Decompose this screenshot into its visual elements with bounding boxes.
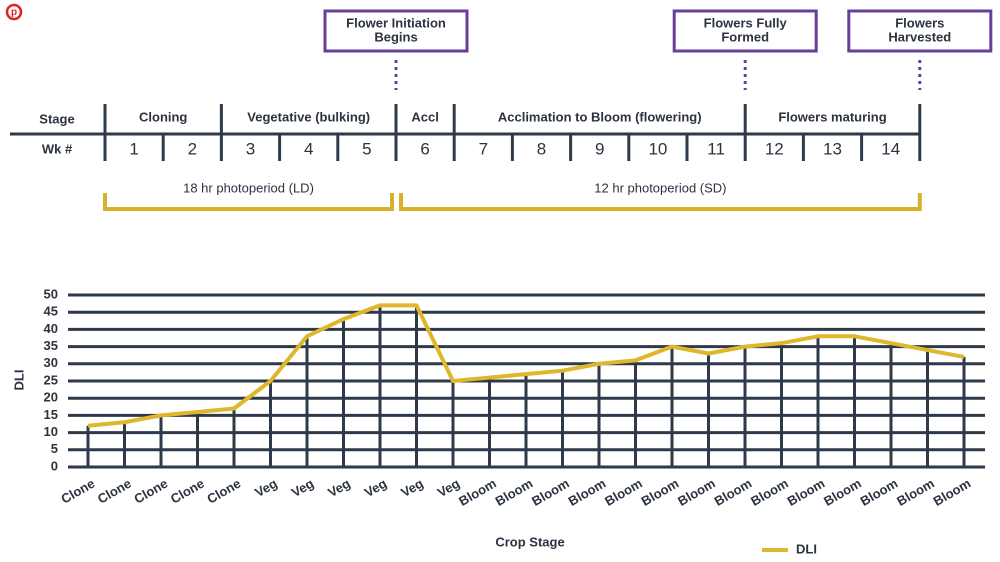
week-number: 7 bbox=[479, 139, 488, 158]
x-tick-label: Clone bbox=[168, 476, 207, 507]
y-tick-label: 25 bbox=[44, 372, 58, 387]
week-number: 6 bbox=[420, 139, 429, 158]
week-number: 2 bbox=[188, 139, 197, 158]
x-tick-label: Veg bbox=[362, 476, 390, 501]
x-tick-label: Bloom bbox=[529, 476, 572, 509]
x-tick-label: Bloom bbox=[785, 476, 828, 509]
milestone-box bbox=[672, 9, 818, 53]
stage-name: Vegetative (bulking) bbox=[247, 109, 370, 124]
x-tick-label: Bloom bbox=[493, 476, 536, 509]
milestone-label: Flowers Fully bbox=[704, 15, 788, 30]
milestone-box bbox=[323, 9, 469, 53]
milestone-box bbox=[847, 9, 993, 53]
x-tick-label: Veg bbox=[252, 476, 280, 501]
x-tick-label: Bloom bbox=[639, 476, 682, 509]
week-number: 14 bbox=[881, 139, 900, 158]
svg-text:p: p bbox=[11, 7, 17, 18]
milestone-label: Formed bbox=[721, 29, 769, 44]
stage-label: Stage bbox=[39, 111, 74, 126]
photoperiod-bracket bbox=[103, 193, 394, 211]
week-number: 3 bbox=[246, 139, 255, 158]
x-tick-label: Bloom bbox=[712, 476, 755, 509]
y-tick-label: 45 bbox=[44, 304, 58, 319]
stage-name: Accl bbox=[411, 109, 438, 124]
milestone-label: Flowers bbox=[895, 15, 944, 30]
stage-name: Cloning bbox=[139, 109, 187, 124]
stage-name: Acclimation to Bloom (flowering) bbox=[498, 109, 702, 124]
x-tick-label: Clone bbox=[95, 476, 134, 507]
y-tick-label: 15 bbox=[44, 407, 58, 422]
week-number: 10 bbox=[648, 139, 667, 158]
week-number: 11 bbox=[707, 139, 725, 158]
week-label: Wk # bbox=[42, 141, 73, 156]
milestone-label: Begins bbox=[374, 29, 417, 44]
milestone-label: Flower Initiation bbox=[346, 15, 446, 30]
x-tick-label: Bloom bbox=[931, 476, 974, 509]
photoperiod-bracket bbox=[399, 193, 922, 211]
x-axis-title: Crop Stage bbox=[495, 534, 564, 549]
x-tick-label: Bloom bbox=[894, 476, 937, 509]
x-tick-label: Veg bbox=[325, 476, 353, 501]
x-tick-label: Bloom bbox=[456, 476, 499, 509]
x-tick-label: Veg bbox=[289, 476, 317, 501]
y-tick-label: 50 bbox=[44, 286, 58, 301]
photoperiod-label: 18 hr photoperiod (LD) bbox=[183, 180, 314, 195]
photoperiod-label: 12 hr photoperiod (SD) bbox=[594, 180, 726, 195]
x-tick-label: Veg bbox=[398, 476, 426, 501]
week-number: 1 bbox=[129, 139, 138, 158]
x-tick-label: Clone bbox=[58, 476, 97, 507]
x-tick-label: Bloom bbox=[566, 476, 609, 509]
week-number: 5 bbox=[362, 139, 371, 158]
y-tick-label: 0 bbox=[51, 458, 58, 473]
pin-icon: p bbox=[5, 3, 23, 21]
milestone-label: Harvested bbox=[888, 29, 951, 44]
y-tick-label: 5 bbox=[51, 441, 58, 456]
stage-name: Flowers maturing bbox=[778, 109, 886, 124]
week-number: 8 bbox=[537, 139, 546, 158]
week-number: 13 bbox=[823, 139, 842, 158]
y-tick-label: 35 bbox=[44, 338, 58, 353]
y-tick-label: 20 bbox=[44, 390, 58, 405]
x-tick-label: Clone bbox=[131, 476, 170, 507]
x-tick-label: Bloom bbox=[858, 476, 901, 509]
x-tick-label: Bloom bbox=[675, 476, 718, 509]
x-tick-label: Bloom bbox=[821, 476, 864, 509]
week-number: 4 bbox=[304, 139, 313, 158]
x-tick-label: Bloom bbox=[602, 476, 645, 509]
y-tick-label: 30 bbox=[44, 355, 58, 370]
legend-label: DLI bbox=[796, 541, 817, 556]
data-line bbox=[87, 303, 965, 428]
week-number: 9 bbox=[595, 139, 604, 158]
y-tick-label: 40 bbox=[44, 321, 58, 336]
y-tick-label: 10 bbox=[44, 424, 58, 439]
week-number: 12 bbox=[765, 139, 784, 158]
x-tick-label: Bloom bbox=[748, 476, 791, 509]
x-tick-label: Clone bbox=[204, 476, 243, 507]
y-axis-title: DLI bbox=[11, 370, 26, 391]
